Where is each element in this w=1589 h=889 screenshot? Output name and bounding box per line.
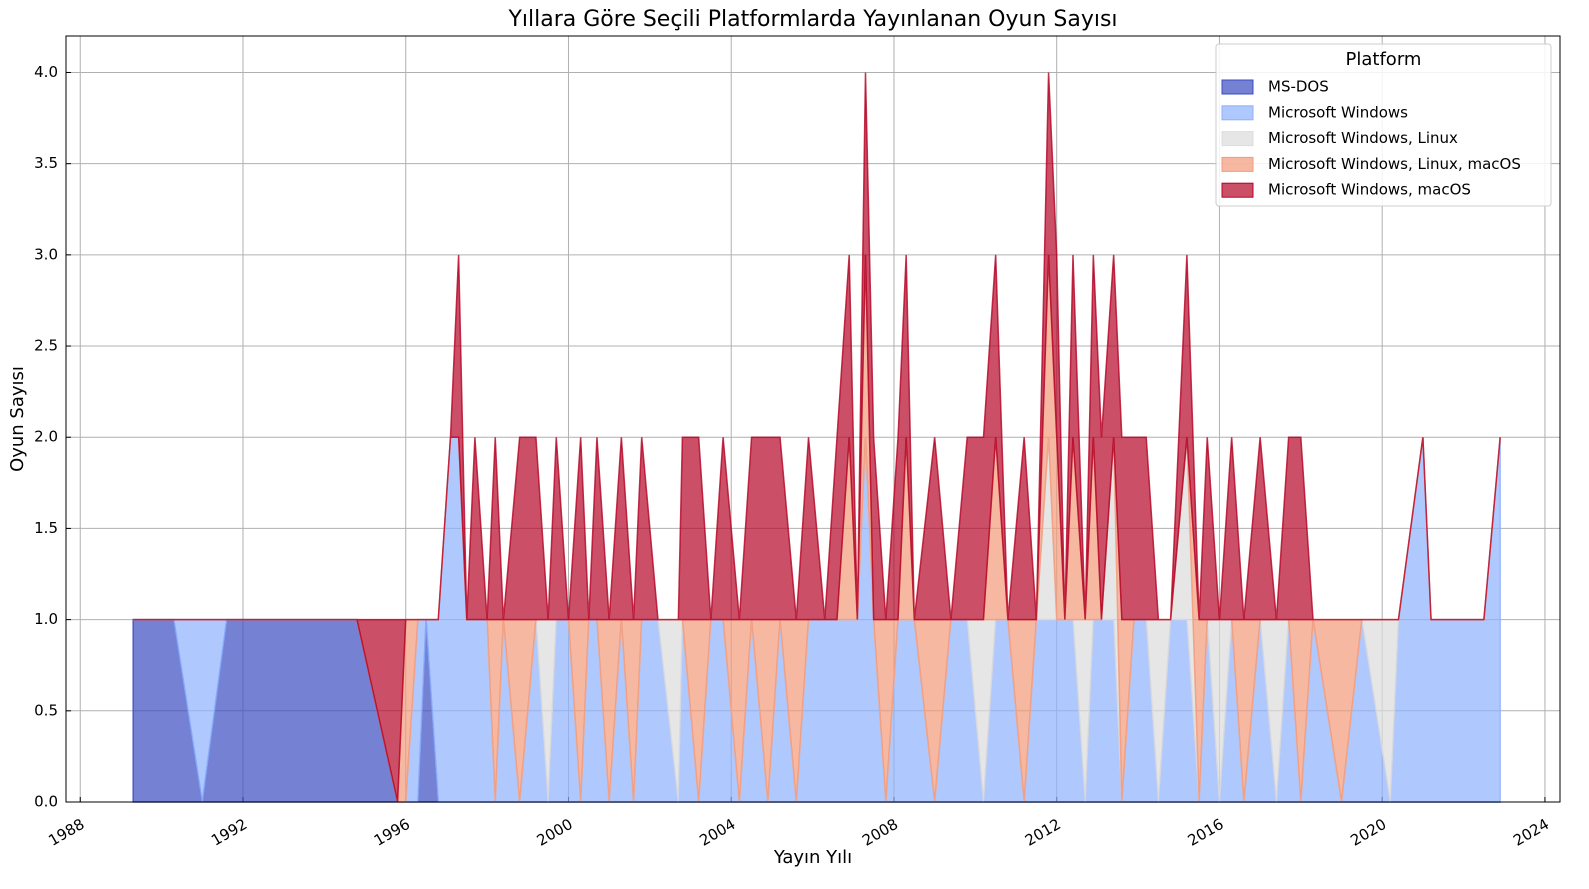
legend-swatch: [1221, 131, 1254, 147]
y-axis-label: Oyun Sayısı: [7, 366, 28, 472]
y-tick-label: 1.5: [34, 519, 58, 537]
y-tick-label: 4.0: [34, 63, 58, 81]
legend-label: MS-DOS: [1268, 78, 1329, 96]
legend-swatch: [1221, 156, 1254, 172]
legend-label: Microsoft Windows, Linux: [1268, 129, 1458, 147]
y-tick-label: 3.0: [34, 245, 58, 263]
x-axis-label: Yayın Yılı: [773, 847, 852, 868]
legend-swatch: [1221, 105, 1254, 121]
y-tick-label: 2.0: [34, 428, 58, 446]
legend-swatch: [1221, 182, 1254, 198]
legend-label: Microsoft Windows: [1268, 103, 1408, 121]
legend-label: Microsoft Windows, Linux, macOS: [1268, 155, 1521, 173]
y-tick-label: 3.5: [34, 154, 58, 172]
y-tick-label: 0.0: [34, 793, 58, 811]
legend-swatch: [1221, 79, 1254, 95]
legend-title: Platform: [1346, 49, 1422, 70]
legend-box: [1215, 43, 1552, 207]
y-tick-label: 1.0: [34, 610, 58, 628]
plot-frame: [65, 35, 1561, 803]
chart-title: Yıllara Göre Seçili Platformlarda Yayınl…: [507, 7, 1117, 32]
y-tick-label: 0.5: [34, 701, 58, 719]
area: [133, 72, 1501, 803]
y-tick-label: 2.5: [34, 337, 58, 355]
legend-label: Microsoft Windows, macOS: [1268, 181, 1471, 199]
